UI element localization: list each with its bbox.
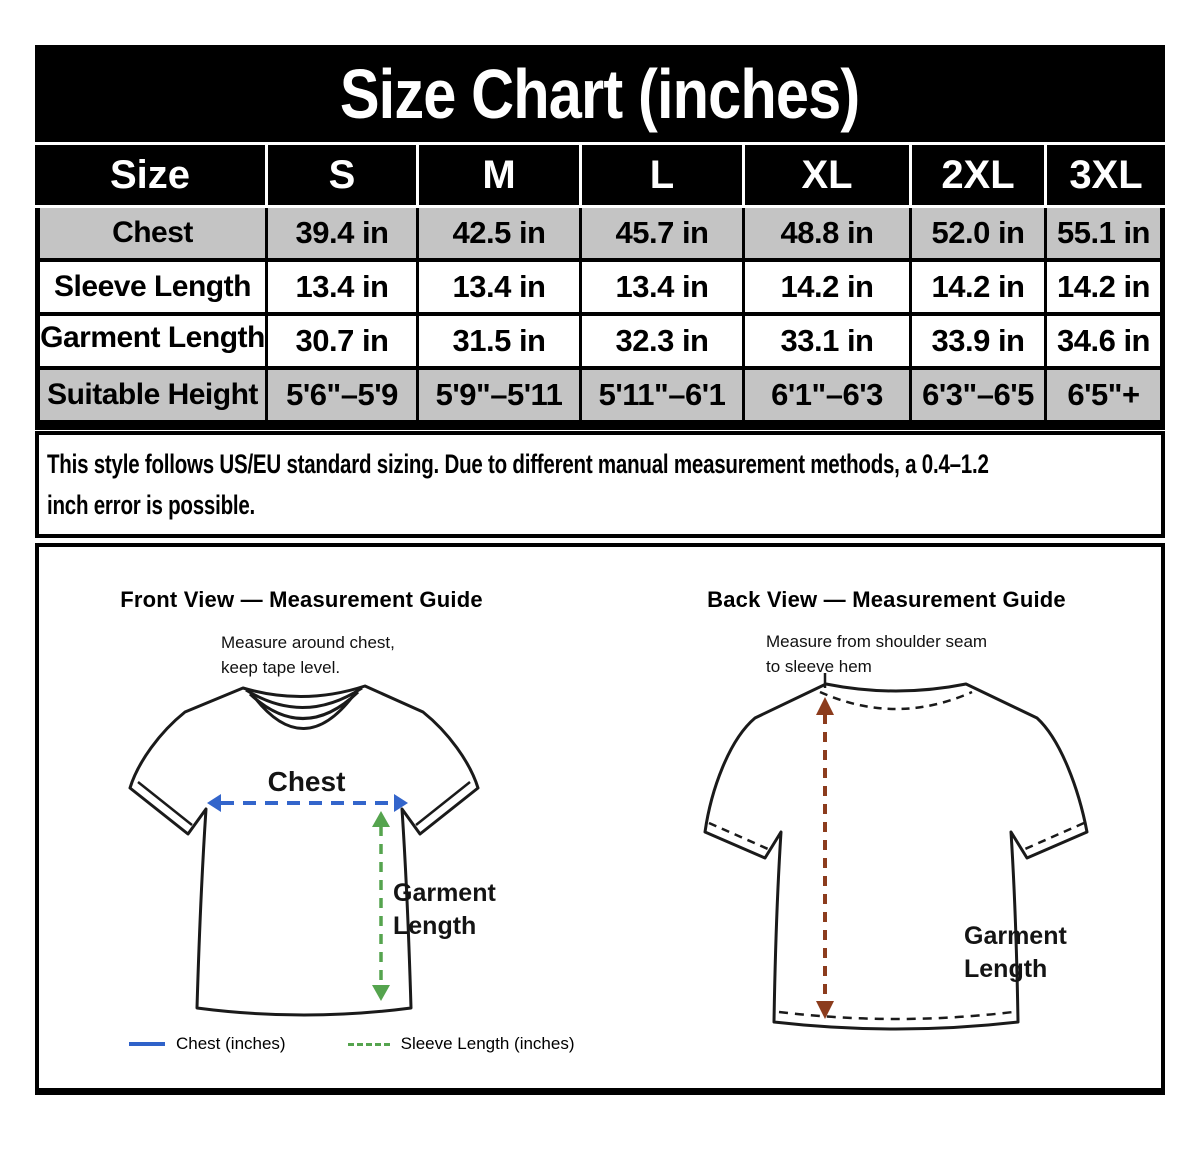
back-view-title: Back View — Measurement Guide [707,587,1066,612]
collar-rib-line [248,690,360,720]
column-header-s: S [265,145,416,205]
back-tshirt-diagram [703,673,1089,1031]
legend-item-sleeve-length: Sleeve Length (inches) [347,1034,575,1054]
column-header-3xl: 3XL [1044,145,1165,205]
chest-arrowhead-left [207,794,221,812]
front-tshirt-outline [128,684,480,1017]
sizing-note-text: This style follows US/EU standard sizing… [47,449,989,520]
table-row-suitable-height: Suitable Height 5'6"–5'9 5'9"–5'11 5'11"… [40,366,1160,420]
back-garment-arrowhead-bottom [816,1001,834,1019]
table-cell: 30.7 in [265,316,416,366]
table-row-garment-length: Garment Length 30.7 in 31.5 in 32.3 in 3… [40,312,1160,366]
table-cell: 14.2 in [1044,262,1160,312]
legend-label-chest: Chest (inches) [176,1034,286,1053]
table-cell: 34.6 in [1044,316,1160,366]
table-cell: 6'3"–6'5 [909,370,1044,420]
sleeve-length-line-swatch-icon [347,1042,390,1046]
table-cell: 5'11"–6'1 [579,370,742,420]
collar-rib-line [253,695,355,730]
legend-label-sleeve-length: Sleeve Length (inches) [400,1034,575,1053]
back-garment-length-label: Garment Length [964,922,1067,983]
garment-arrowhead-bottom [372,985,390,1001]
back-right-cuff-seam [1024,821,1085,851]
row-label-garment-length: Garment Length [40,316,265,366]
chest-line-swatch-icon [129,1042,165,1046]
table-cell: 6'5"+ [1044,370,1160,420]
back-garment-arrowhead-top [816,697,834,715]
column-header-size: Size [35,145,265,205]
column-header-m: M [416,145,579,205]
table-cell: 32.3 in [579,316,742,366]
back-tshirt-outline [703,682,1089,1031]
front-chest-label: Chest [267,766,346,797]
back-collar-seam [819,690,973,711]
table-row-chest: Chest 39.4 in 42.5 in 45.7 in 48.8 in 52… [40,208,1160,258]
table-cell: 31.5 in [416,316,579,366]
table-cell: 39.4 in [265,208,416,258]
measurement-guide-section: Front View — Measurement Guide Back View… [35,543,1165,1095]
chest-arrowhead-right [394,794,408,812]
right-cuff-seam [415,781,471,826]
garment-arrowhead-top [372,811,390,827]
back-left-cuff-seam [708,821,769,851]
table-cell: 5'6"–5'9 [265,370,416,420]
table-cell: 45.7 in [579,208,742,258]
row-label-sleeve-length: Sleeve Length [40,262,265,312]
table-cell: 6'1"–6'3 [742,370,909,420]
table-cell: 52.0 in [909,208,1044,258]
table-header-row: Size S M L XL 2XL 3XL [35,142,1165,208]
table-cell: 13.4 in [416,262,579,312]
column-header-xl: XL [742,145,909,205]
size-chart-table-section: Size Chart (inches) Size S M L XL 2XL 3X… [35,45,1165,430]
table-body: Chest 39.4 in 42.5 in 45.7 in 48.8 in 52… [35,208,1165,425]
front-view-title: Front View — Measurement Guide [120,587,483,612]
table-cell: 48.8 in [742,208,909,258]
table-row-sleeve-length: Sleeve Length 13.4 in 13.4 in 13.4 in 14… [40,258,1160,312]
left-cuff-seam [137,781,193,826]
table-cell: 33.1 in [742,316,909,366]
collar-rib-line [245,686,363,709]
back-view-annotation: Measure from shoulder seam to sleeve hem [766,632,988,676]
row-label-garment-length-text: Garment Length [40,321,265,354]
table-cell: 14.2 in [909,262,1044,312]
page-title: Size Chart (inches) [35,45,1165,142]
front-garment-length-label: Garment Length [393,879,496,940]
sizing-note-box: This style follows US/EU standard sizing… [35,431,1165,538]
column-header-l: L [579,145,742,205]
table-cell: 14.2 in [742,262,909,312]
table-cell: 55.1 in [1044,208,1160,258]
back-hem-seam [778,1010,1014,1021]
table-cell: 5'9"–5'11 [416,370,579,420]
table-cell: 13.4 in [579,262,742,312]
row-label-chest: Chest [40,208,265,258]
table-cell: 33.9 in [909,316,1044,366]
legend-item-chest: Chest (inches) [129,1034,286,1054]
table-cell: 42.5 in [416,208,579,258]
diagram-legend: Chest (inches) Sleeve Length (inches) [129,1034,575,1054]
front-view-annotation: Measure around chest, keep tape level. [221,633,395,677]
row-label-suitable-height: Suitable Height [40,370,265,420]
column-header-2xl: 2XL [909,145,1044,205]
front-tshirt-diagram [128,684,480,1017]
page-title-text: Size Chart (inches) [340,54,860,133]
table-cell: 13.4 in [265,262,416,312]
